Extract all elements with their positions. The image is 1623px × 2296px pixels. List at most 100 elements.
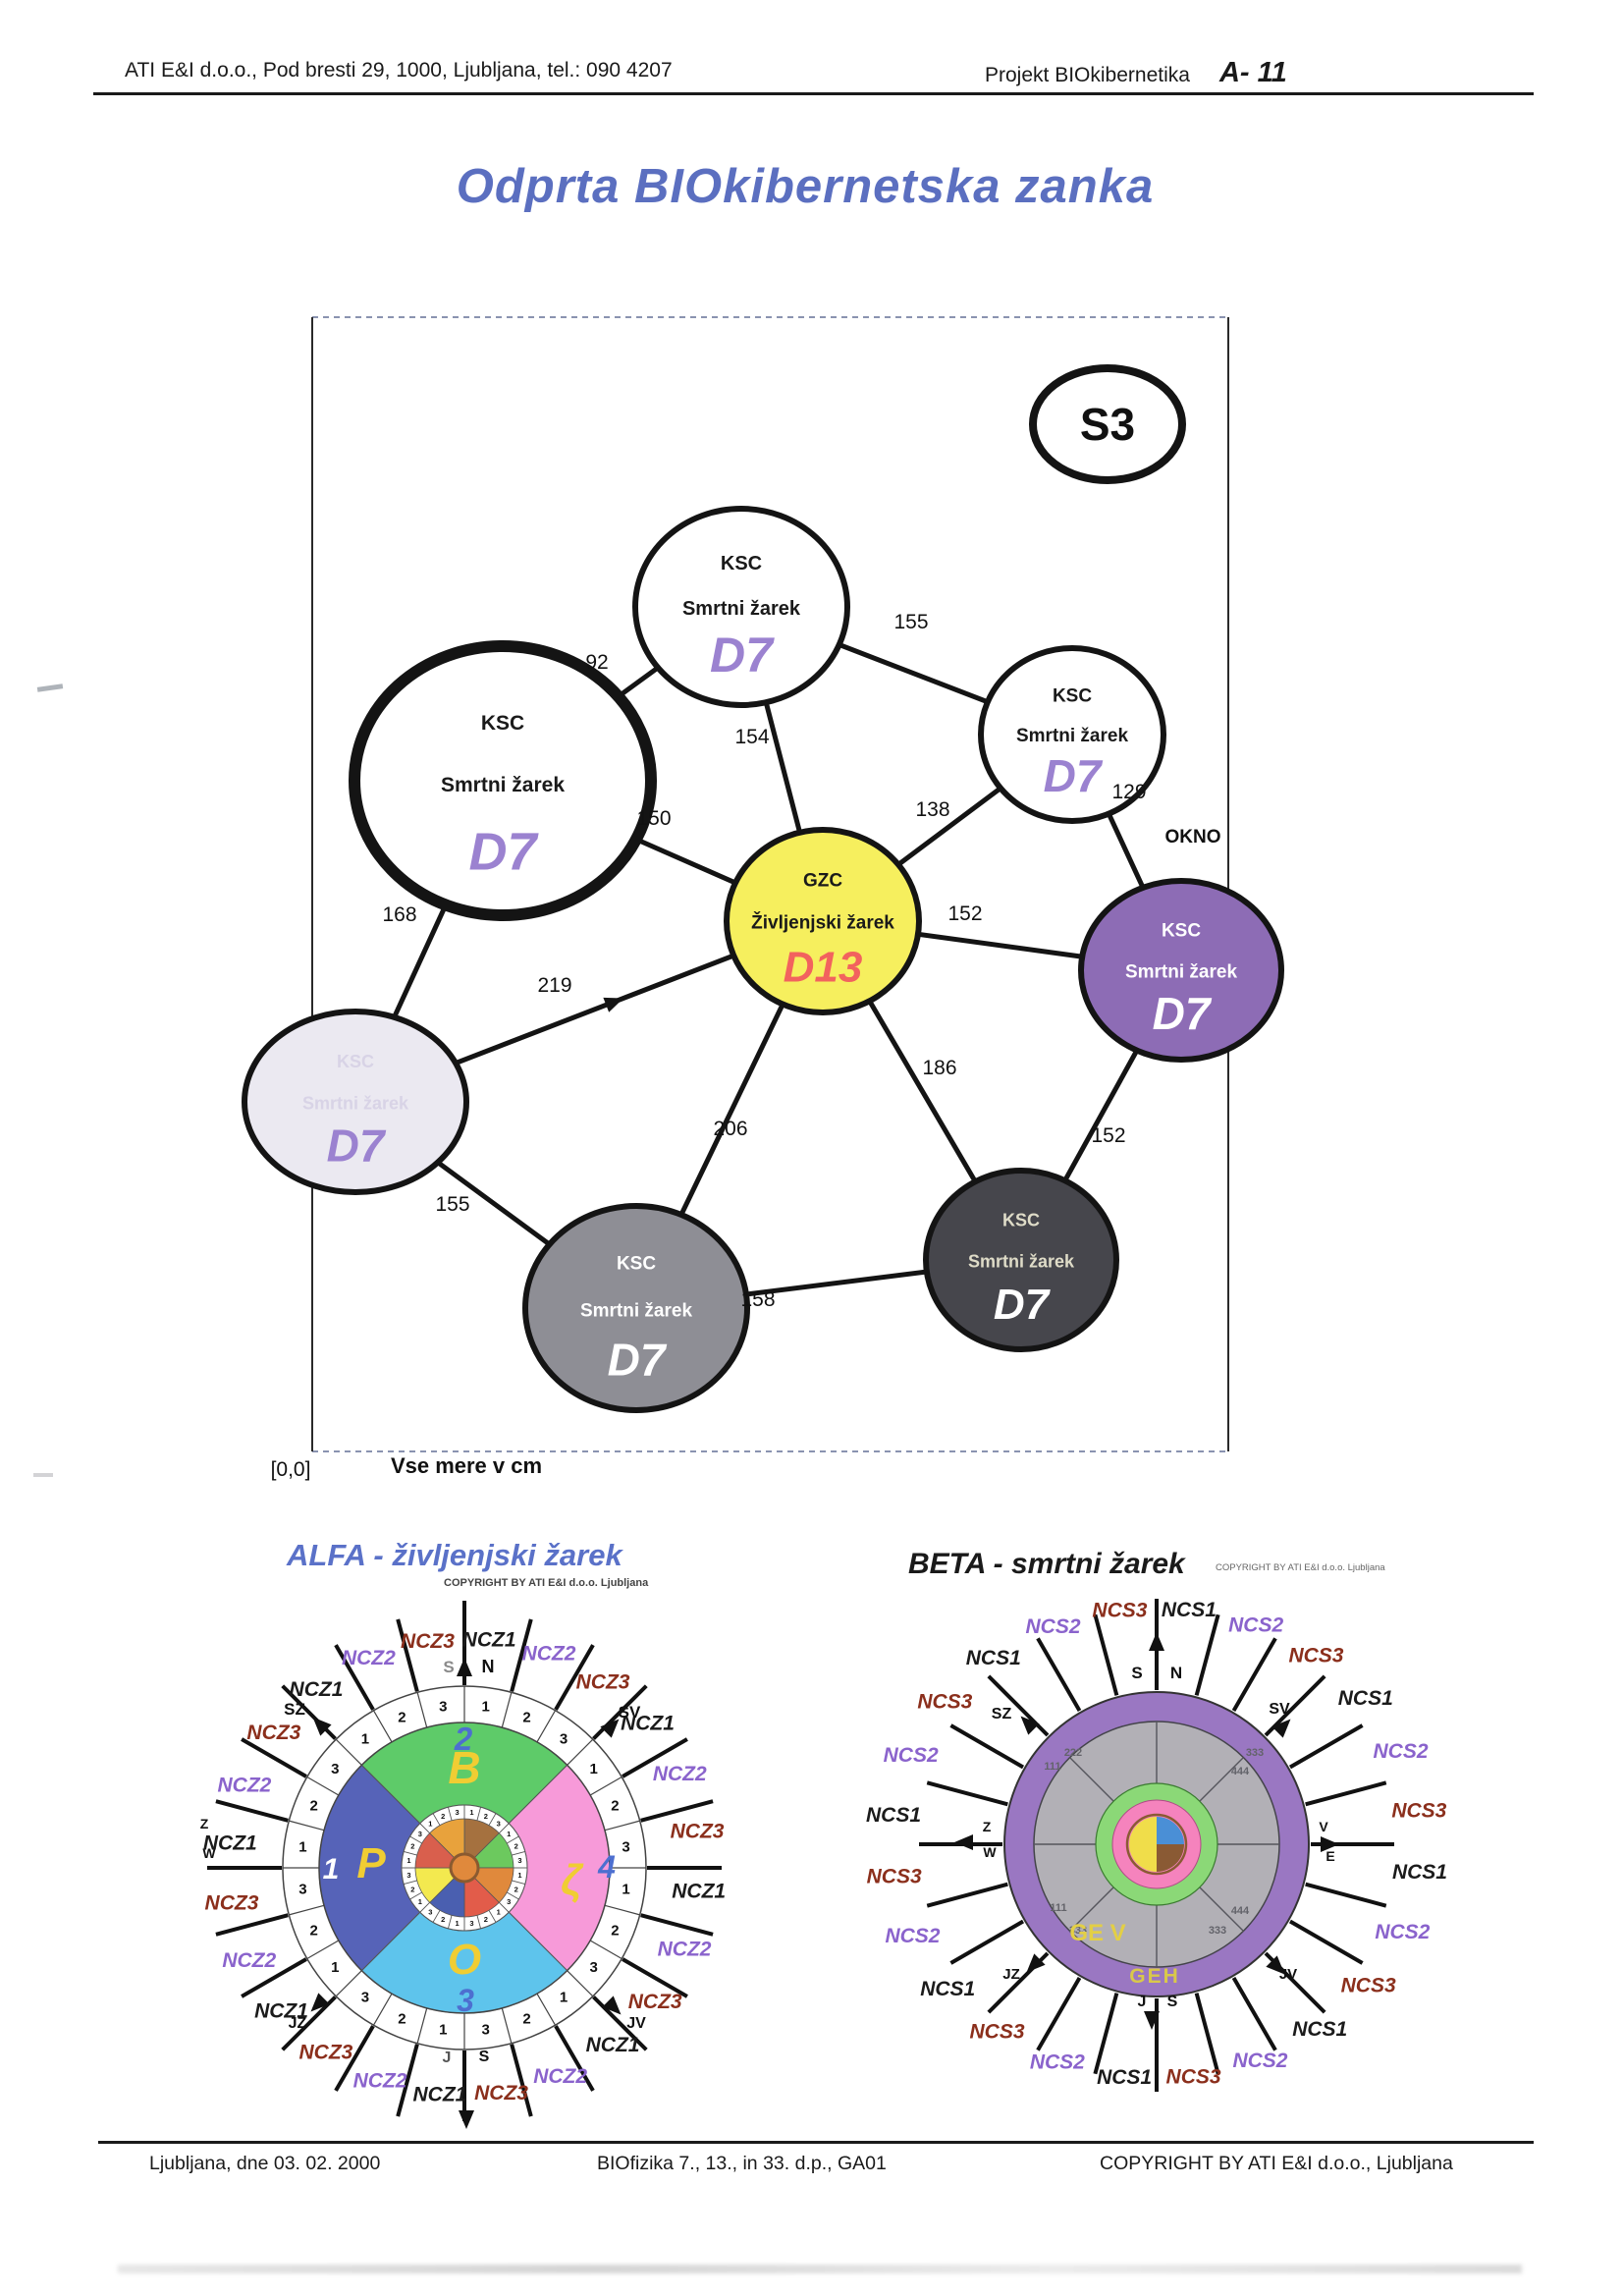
alfa-number-1: 1	[323, 1853, 340, 1886]
beta-faint-number: 111	[1050, 1902, 1066, 1914]
alfa-cell-divider	[416, 2007, 428, 2044]
node-label-1: KSC	[721, 553, 762, 574]
edge-label: 152	[947, 902, 982, 925]
arrowhead	[459, 2110, 474, 2129]
node-label-2: Smrtni žarek	[1125, 961, 1237, 982]
alfa-micro-divider	[409, 1891, 422, 1900]
beta-cardinal-SV: SV	[1269, 1701, 1290, 1718]
header-rule	[93, 92, 1534, 95]
alfa-micro-divider	[476, 1915, 481, 1929]
beta-ray-label: NCS3	[969, 2021, 1024, 2044]
alfa-cell-number: 1	[298, 1838, 306, 1855]
node-label-2: Smrtni žarek	[441, 774, 565, 796]
alfa-micro-number: 2	[514, 1885, 518, 1893]
beta-spoke	[1194, 1993, 1220, 2075]
alfa-cell-number: 1	[622, 1882, 629, 1898]
alfa-spoke	[241, 1957, 307, 1998]
alfa-cell-number: 2	[522, 1710, 530, 1726]
alfa-cell-number: 3	[361, 1990, 369, 2006]
beta-cardinal-W: W	[983, 1844, 997, 1860]
arrowhead	[603, 997, 623, 1012]
beta-ray-label: NCS2	[884, 1744, 939, 1767]
edge-label: 154	[734, 726, 769, 748]
alfa-cell-number: 3	[481, 2022, 489, 2039]
beta-copyright: COPYRIGHT BY ATI E&I d.o.o. Ljubljana	[1216, 1562, 1385, 1573]
alfa-spoke	[510, 1618, 533, 1692]
beta-spoke	[1093, 1993, 1119, 2075]
beta-ray-label: NCS1	[920, 1978, 975, 2000]
alfa-spoke	[396, 2044, 419, 2117]
alfa-cell-number: 2	[398, 1710, 406, 1726]
beta-ray-label: NCS2	[1025, 1615, 1080, 1638]
alfa-letter-B: B	[448, 1742, 480, 1793]
beta-center-left	[1129, 1817, 1157, 1872]
alfa-cardinal-J: J	[443, 2050, 452, 2066]
alfa-micro-divider	[432, 1813, 441, 1826]
okno-label: OKNO	[1165, 827, 1221, 847]
alfa-ray-label: NCZ1	[621, 1712, 675, 1734]
units-label: Vse mere v cm	[391, 1453, 542, 1478]
beta-faint-number: 444	[1231, 1905, 1250, 1917]
page-title: Odprta BIOkibernetska zanka	[456, 160, 1155, 213]
alfa-spoke	[554, 2025, 595, 2092]
beta-ray-label: NCS3	[917, 1691, 972, 1714]
alfa-spoke	[334, 1644, 375, 1711]
alfa-spoke	[396, 1618, 419, 1692]
alfa-ray-label: NCZ3	[401, 1630, 455, 1653]
alfa-number-2: 2	[454, 1721, 473, 1757]
node-ksc-big-left	[349, 640, 657, 921]
alfa-title: ALFA - življenjski žarek	[287, 1538, 622, 1572]
alfa-ray-label: NCZ2	[522, 1642, 576, 1665]
alfa-micro-number: 1	[428, 1819, 432, 1828]
alfa-cell-divider	[372, 1993, 393, 2026]
alfa-micro-number: 1	[406, 1856, 410, 1865]
s3-badge	[1029, 364, 1186, 484]
alfa-letter-P: P	[356, 1839, 386, 1887]
alfa-micro-number: 2	[514, 1842, 518, 1851]
edge-label: 155	[893, 611, 928, 633]
alfa-micro-divider	[404, 1880, 417, 1885]
node-label-1: KSC	[1162, 920, 1201, 941]
node-label-1: KSC	[617, 1253, 656, 1274]
footer-copyright: COPYRIGHT BY ATI E&I d.o.o., Ljubljana	[1100, 2153, 1453, 2174]
arrowhead	[1020, 1716, 1040, 1735]
node-gzc	[724, 827, 922, 1015]
alfa-micro-number: 3	[469, 1919, 473, 1928]
alfa-micro-number: 1	[469, 1808, 473, 1817]
beta-cardinal-JV: JV	[1279, 1966, 1297, 1983]
arrowhead	[1266, 1955, 1285, 1975]
edge-label: 168	[382, 903, 416, 926]
alfa-cell-divider	[501, 1692, 513, 1728]
arrowhead	[1321, 1836, 1339, 1852]
alfa-micro-number: 1	[418, 1897, 422, 1906]
beta-faint-number: 222	[1064, 1747, 1082, 1759]
beta-ray-label: NCS1	[1338, 1687, 1393, 1710]
alfa-micro-number: 2	[410, 1885, 414, 1893]
node-ksc-top-right	[978, 645, 1166, 824]
beta-spoke	[1194, 1613, 1220, 1696]
alfa-micro-divider	[432, 1910, 441, 1923]
beta-geh-label: GEH	[1129, 1965, 1180, 1988]
alfa-micro-number: 3	[418, 1830, 422, 1838]
alfa-cardinal-S: S	[443, 1658, 454, 1676]
alfa-cell-divider	[604, 1820, 640, 1831]
alfa-ray-label: NCZ3	[576, 1670, 630, 1693]
alfa-cardinal-SZ: SZ	[284, 1700, 305, 1719]
beta-spoke	[1288, 1723, 1364, 1770]
node-label-2: Smrtni žarek	[968, 1251, 1075, 1271]
node-label-3: D13	[784, 943, 863, 991]
beta-ray-label: NCS3	[1092, 1599, 1147, 1621]
node-label-2: Smrtni žarek	[580, 1300, 692, 1321]
beta-ray-label: NCS1	[1162, 1599, 1217, 1621]
node-label-2: Smrtni žarek	[682, 598, 801, 620]
alfa-micro-number: 3	[507, 1897, 511, 1906]
alfa-spoke	[510, 2044, 533, 2117]
beta-center-bottom-right	[1157, 1844, 1184, 1872]
edge-label: 158	[740, 1288, 775, 1311]
alfa-cell-divider	[567, 1970, 594, 1997]
edge-label: 92	[585, 651, 608, 674]
alfa-ray-label: NCZ2	[658, 1938, 712, 1960]
alfa-cell-number: 2	[611, 1797, 619, 1814]
